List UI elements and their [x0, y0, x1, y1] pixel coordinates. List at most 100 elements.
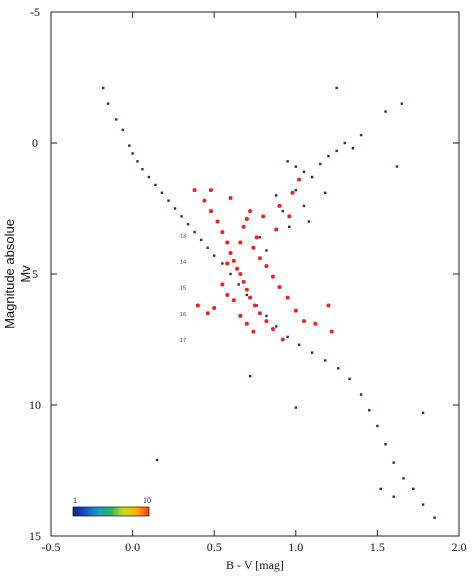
cluster-star-point	[238, 313, 243, 318]
field-star-point	[343, 141, 346, 145]
field-star-point	[395, 165, 399, 168]
colorbar-max-label: 10	[143, 496, 151, 505]
cluster-star-point	[205, 311, 210, 316]
field-star-point	[384, 110, 387, 113]
field-star-point	[294, 406, 297, 409]
field-star-point	[327, 154, 330, 158]
field-star-point	[186, 223, 190, 226]
cluster-star-point	[301, 319, 306, 324]
field-star-point	[351, 147, 355, 150]
field-star-point	[359, 393, 363, 396]
field-star-point	[359, 133, 363, 137]
field-star-point	[433, 516, 436, 519]
field-star-point	[400, 102, 404, 105]
cluster-star-point	[244, 321, 249, 326]
field-star-point	[335, 149, 338, 153]
field-star-point	[335, 86, 338, 90]
cluster-star-point	[231, 258, 236, 263]
x-tick-label: 1.0	[288, 540, 303, 554]
field-star-point	[286, 160, 289, 163]
cluster-star-point	[257, 256, 262, 261]
field-star-point	[294, 165, 297, 168]
cluster-star-point	[251, 245, 256, 250]
colorbar-min-label: 1	[73, 496, 77, 505]
cluster-star-point	[202, 198, 207, 203]
cluster-star-point	[290, 190, 295, 195]
cluster-star-point	[241, 224, 246, 229]
field-star-point	[106, 102, 110, 105]
field-star-point	[281, 209, 284, 213]
cluster-star-point	[241, 279, 246, 284]
cluster-star-point	[277, 285, 282, 290]
field-star-point	[199, 238, 203, 242]
field-star-point	[180, 215, 183, 218]
cluster-star-point	[244, 287, 249, 292]
cluster-star-point	[257, 311, 262, 316]
field-star-point	[302, 204, 306, 208]
cluster-star-point	[264, 319, 269, 324]
field-star-point	[167, 199, 170, 202]
field-star-point	[265, 249, 268, 252]
cluster-star-point	[264, 264, 269, 269]
cluster-star-point	[270, 327, 275, 332]
field-star-point	[337, 367, 340, 370]
x-tick-label: 1.5	[370, 540, 385, 554]
field-star-point	[275, 194, 278, 197]
cluster-star-point	[253, 303, 257, 308]
cluster-star-point	[220, 282, 225, 287]
axis-ticks: -0.5 0.0 0.5 1.0 1.5 2.0 -5 0 5 10 15	[29, 5, 467, 554]
cluster-star-point	[215, 219, 220, 224]
y-tick-label: 0	[32, 136, 38, 150]
field-star-point	[392, 461, 395, 464]
field-star-point	[115, 118, 118, 121]
field-star-point	[421, 411, 425, 415]
cluster-star-point	[329, 329, 334, 334]
field-star-point	[102, 86, 105, 90]
field-star-point	[348, 377, 351, 380]
field-star-point	[310, 175, 314, 179]
magnitude-label: 16	[180, 312, 186, 318]
field-star-point	[221, 262, 224, 265]
field-star-point	[310, 351, 314, 354]
field-star-point	[384, 443, 387, 446]
magnitude-label: 14	[180, 260, 186, 266]
cluster-star-point	[212, 306, 217, 311]
field-star-point	[392, 495, 395, 498]
cluster-star-point	[228, 251, 233, 256]
x-tick-label: 0.5	[207, 540, 222, 554]
colorbar-gradient	[72, 506, 150, 517]
cluster-star-point	[261, 214, 266, 219]
colorbar: 1 10	[72, 496, 151, 517]
cluster-star-point	[208, 188, 213, 193]
cluster-star-point	[270, 274, 275, 279]
cluster-star-point	[287, 214, 292, 219]
field-star-point	[173, 207, 177, 210]
field-star-point	[229, 272, 232, 276]
field-star-point	[160, 191, 164, 194]
cluster-star-point	[326, 303, 331, 308]
field-star-point	[323, 191, 327, 194]
cluster-star-point	[251, 329, 256, 334]
field-star-point	[376, 424, 379, 428]
cluster-star-point	[225, 292, 230, 297]
cluster-star-point	[195, 303, 200, 308]
cluster-star-point	[277, 203, 282, 208]
cluster-star-point	[208, 209, 213, 214]
plot-frame	[50, 11, 460, 537]
cluster-star-point	[274, 227, 279, 232]
cluster-star-point	[231, 298, 236, 303]
field-star-point	[258, 236, 262, 239]
field-star-point	[319, 162, 322, 166]
field-star-point	[131, 152, 134, 155]
cluster-star-point	[225, 240, 230, 245]
cluster-star-point	[225, 261, 230, 266]
field-star-point	[121, 128, 125, 132]
field-star-point	[275, 325, 278, 328]
cluster-star-point	[235, 266, 240, 271]
y-tick-label: -5	[30, 5, 40, 19]
field-star-point	[136, 160, 139, 163]
field-star-point	[265, 314, 268, 318]
y-axis-subtitle: Mv	[18, 265, 33, 283]
field-star-point	[379, 487, 382, 491]
magnitude-label: 17	[180, 338, 186, 344]
